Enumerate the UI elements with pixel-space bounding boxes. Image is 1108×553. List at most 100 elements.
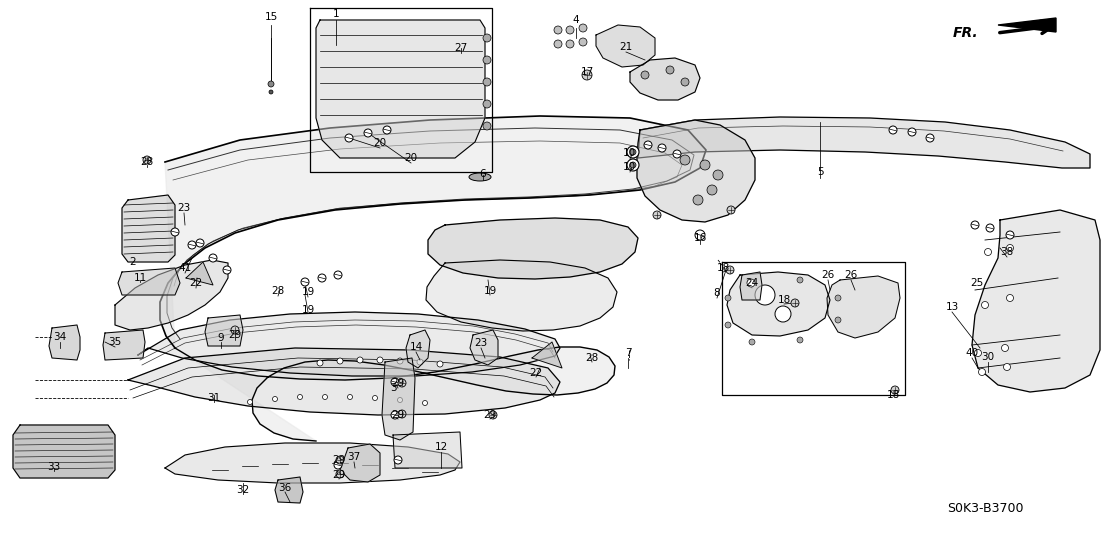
- Polygon shape: [470, 330, 497, 365]
- Text: 29: 29: [483, 410, 496, 420]
- Circle shape: [322, 394, 328, 399]
- Circle shape: [700, 160, 710, 170]
- Text: 26: 26: [821, 270, 834, 280]
- Circle shape: [985, 248, 992, 255]
- Circle shape: [391, 411, 399, 419]
- Circle shape: [714, 170, 724, 180]
- Text: 18: 18: [717, 263, 730, 273]
- Polygon shape: [316, 20, 485, 158]
- Polygon shape: [340, 444, 380, 482]
- Circle shape: [725, 295, 731, 301]
- Polygon shape: [428, 218, 638, 279]
- Text: 8: 8: [714, 288, 720, 298]
- Circle shape: [269, 90, 273, 94]
- Polygon shape: [205, 315, 243, 346]
- Circle shape: [489, 411, 497, 419]
- Text: 36: 36: [278, 483, 291, 493]
- Text: FR.: FR.: [953, 26, 978, 40]
- Text: 34: 34: [53, 332, 66, 342]
- Circle shape: [171, 228, 179, 236]
- Text: 21: 21: [619, 42, 633, 52]
- Circle shape: [835, 295, 841, 301]
- Circle shape: [209, 254, 217, 262]
- Polygon shape: [630, 58, 700, 100]
- Circle shape: [391, 378, 399, 386]
- Circle shape: [334, 271, 342, 279]
- Text: 14: 14: [409, 342, 422, 352]
- Circle shape: [926, 134, 934, 142]
- Polygon shape: [406, 330, 430, 368]
- Polygon shape: [138, 312, 560, 376]
- Polygon shape: [165, 443, 460, 483]
- Circle shape: [692, 195, 702, 205]
- Circle shape: [797, 337, 803, 343]
- Circle shape: [1004, 363, 1010, 371]
- Text: 29: 29: [391, 378, 404, 388]
- Text: 23: 23: [177, 203, 191, 213]
- Text: 1: 1: [332, 9, 339, 19]
- Circle shape: [747, 279, 755, 287]
- Text: 17: 17: [581, 67, 594, 77]
- Circle shape: [301, 278, 309, 286]
- Circle shape: [247, 399, 253, 404]
- Circle shape: [298, 394, 302, 399]
- Circle shape: [791, 299, 799, 307]
- Circle shape: [727, 206, 735, 214]
- Polygon shape: [638, 117, 1090, 168]
- Text: 4: 4: [573, 15, 579, 25]
- Circle shape: [835, 317, 841, 323]
- Circle shape: [348, 394, 352, 399]
- Circle shape: [483, 56, 491, 64]
- Text: 35: 35: [109, 337, 122, 347]
- Text: 28: 28: [141, 157, 154, 167]
- Text: 29: 29: [391, 410, 404, 420]
- Circle shape: [673, 150, 681, 158]
- Polygon shape: [117, 268, 179, 295]
- Text: 3: 3: [390, 383, 397, 393]
- Circle shape: [417, 359, 423, 365]
- Polygon shape: [13, 425, 115, 478]
- Circle shape: [223, 266, 230, 274]
- Polygon shape: [827, 276, 900, 338]
- Circle shape: [483, 122, 491, 130]
- Text: 16: 16: [694, 233, 707, 243]
- Text: 29: 29: [332, 455, 346, 465]
- Text: 40: 40: [965, 348, 978, 358]
- Circle shape: [483, 78, 491, 86]
- Text: 19: 19: [301, 305, 315, 315]
- Circle shape: [975, 349, 982, 357]
- Circle shape: [725, 322, 731, 328]
- Circle shape: [273, 397, 277, 401]
- Polygon shape: [998, 18, 1056, 32]
- Polygon shape: [727, 272, 830, 336]
- Polygon shape: [186, 262, 213, 285]
- Circle shape: [658, 144, 666, 152]
- Text: 28: 28: [271, 286, 285, 296]
- Polygon shape: [103, 330, 145, 360]
- Circle shape: [398, 398, 402, 403]
- Text: 20: 20: [373, 138, 387, 148]
- Circle shape: [907, 128, 916, 136]
- Circle shape: [680, 155, 690, 165]
- Circle shape: [1006, 244, 1014, 252]
- Circle shape: [695, 230, 705, 240]
- Text: 18: 18: [778, 295, 791, 305]
- Text: 13: 13: [945, 302, 958, 312]
- Circle shape: [566, 26, 574, 34]
- Circle shape: [891, 386, 899, 394]
- Text: 19: 19: [301, 287, 315, 297]
- Polygon shape: [275, 477, 302, 503]
- Circle shape: [554, 40, 562, 48]
- Circle shape: [982, 301, 988, 309]
- Text: 10: 10: [623, 162, 636, 172]
- Circle shape: [1006, 295, 1014, 301]
- Text: 7: 7: [625, 348, 632, 358]
- Circle shape: [397, 358, 403, 364]
- Circle shape: [707, 185, 717, 195]
- Text: 27: 27: [454, 43, 468, 53]
- Polygon shape: [637, 120, 755, 222]
- Circle shape: [566, 40, 574, 48]
- Circle shape: [398, 379, 406, 387]
- Text: 12: 12: [434, 442, 448, 452]
- Circle shape: [630, 149, 636, 155]
